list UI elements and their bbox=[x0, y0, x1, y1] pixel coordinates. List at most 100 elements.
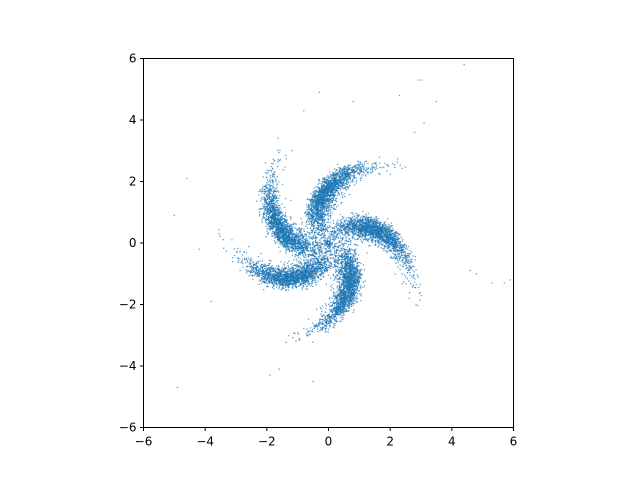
scatter-point bbox=[312, 237, 315, 240]
scatter-point bbox=[265, 235, 267, 238]
scatter-point bbox=[288, 268, 291, 271]
scatter-points bbox=[173, 63, 512, 389]
scatter-point bbox=[326, 320, 329, 322]
scatter-point bbox=[389, 173, 392, 176]
scatter-point bbox=[394, 231, 396, 234]
scatter-point bbox=[357, 173, 359, 175]
scatter-point bbox=[303, 238, 305, 240]
scatter-point bbox=[404, 244, 407, 246]
scatter-point bbox=[326, 246, 329, 248]
scatter-point bbox=[343, 314, 345, 316]
scatter-point bbox=[262, 198, 264, 200]
scatter-point bbox=[267, 203, 270, 206]
scatter-point bbox=[266, 183, 269, 185]
scatter-point bbox=[291, 286, 294, 288]
scatter-point bbox=[295, 231, 297, 234]
scatter-point bbox=[236, 257, 239, 259]
scatter-point bbox=[351, 297, 354, 300]
scatter-point bbox=[341, 233, 344, 235]
scatter-point bbox=[323, 197, 326, 199]
scatter-point bbox=[305, 225, 307, 228]
scatter-point bbox=[355, 182, 358, 184]
scatter-point bbox=[320, 308, 323, 310]
scatter-point bbox=[353, 184, 356, 186]
scatter-point bbox=[357, 213, 359, 215]
scatter-point bbox=[321, 217, 324, 219]
scatter-point bbox=[316, 226, 318, 229]
scatter-point bbox=[276, 186, 278, 189]
scatter-point bbox=[327, 303, 330, 306]
scatter-point bbox=[334, 208, 336, 210]
scatter-point bbox=[269, 177, 272, 179]
scatter-point bbox=[348, 185, 350, 188]
scatter-point bbox=[288, 270, 290, 272]
scatter-point bbox=[329, 235, 331, 237]
scatter-point bbox=[384, 221, 387, 223]
scatter-point bbox=[312, 194, 314, 196]
scatter-point bbox=[324, 237, 327, 240]
scatter-point bbox=[301, 223, 303, 225]
scatter-point bbox=[289, 223, 291, 226]
scatter-point bbox=[320, 188, 322, 190]
scatter-point bbox=[353, 216, 356, 218]
scatter-point bbox=[375, 164, 378, 166]
scatter-point bbox=[405, 247, 408, 249]
scatter-point bbox=[392, 257, 395, 259]
scatter-point bbox=[406, 248, 409, 251]
scatter-point bbox=[244, 262, 247, 264]
scatter-point bbox=[350, 305, 353, 308]
scatter-point bbox=[353, 298, 355, 300]
scatter-point bbox=[355, 244, 357, 246]
scatter-point bbox=[350, 231, 352, 233]
scatter-point bbox=[351, 217, 353, 219]
scatter-point bbox=[273, 187, 275, 189]
scatter-point bbox=[331, 287, 333, 289]
scatter-point bbox=[390, 255, 392, 257]
scatter-point bbox=[358, 215, 360, 217]
scatter-point bbox=[309, 234, 311, 236]
scatter-point bbox=[324, 242, 326, 244]
scatter-point bbox=[353, 257, 356, 259]
scatter-point bbox=[341, 281, 343, 283]
scatter-point bbox=[311, 285, 314, 288]
scatter-point bbox=[360, 293, 362, 295]
scatter-point bbox=[266, 230, 268, 232]
scatter-point bbox=[332, 204, 335, 206]
scatter-point bbox=[329, 210, 332, 212]
scatter-point bbox=[246, 259, 249, 262]
scatter-point bbox=[284, 166, 286, 168]
scatter-point bbox=[397, 266, 399, 268]
scatter-point bbox=[285, 154, 287, 157]
scatter-point bbox=[343, 219, 346, 222]
scatter-point bbox=[349, 178, 351, 181]
scatter-point bbox=[277, 159, 280, 161]
scatter-point bbox=[332, 326, 335, 328]
scatter-point bbox=[258, 208, 260, 210]
scatter-point bbox=[341, 318, 344, 321]
scatter-point bbox=[328, 298, 331, 300]
scatter-point bbox=[257, 260, 260, 263]
scatter-point bbox=[340, 219, 343, 221]
scatter-point bbox=[321, 322, 323, 324]
scatter-point bbox=[409, 267, 411, 270]
scatter-point bbox=[399, 268, 401, 271]
scatter-point bbox=[311, 279, 314, 282]
scatter-point bbox=[348, 193, 351, 196]
scatter-point bbox=[328, 305, 331, 307]
scatter-point bbox=[303, 251, 306, 253]
scatter-point bbox=[274, 189, 276, 191]
scatter-point bbox=[410, 266, 413, 269]
scatter-point bbox=[399, 264, 401, 267]
scatter-point bbox=[353, 175, 355, 177]
scatter-point bbox=[363, 238, 366, 240]
scatter-point bbox=[329, 237, 331, 240]
scatter-point bbox=[262, 207, 264, 210]
scatter-point bbox=[270, 189, 273, 191]
scatter-point bbox=[353, 243, 356, 246]
scatter-point bbox=[309, 231, 311, 233]
scatter-point bbox=[401, 256, 403, 259]
scatter-point bbox=[328, 210, 330, 213]
scatter-point bbox=[338, 268, 340, 271]
scatter-point bbox=[317, 227, 319, 229]
